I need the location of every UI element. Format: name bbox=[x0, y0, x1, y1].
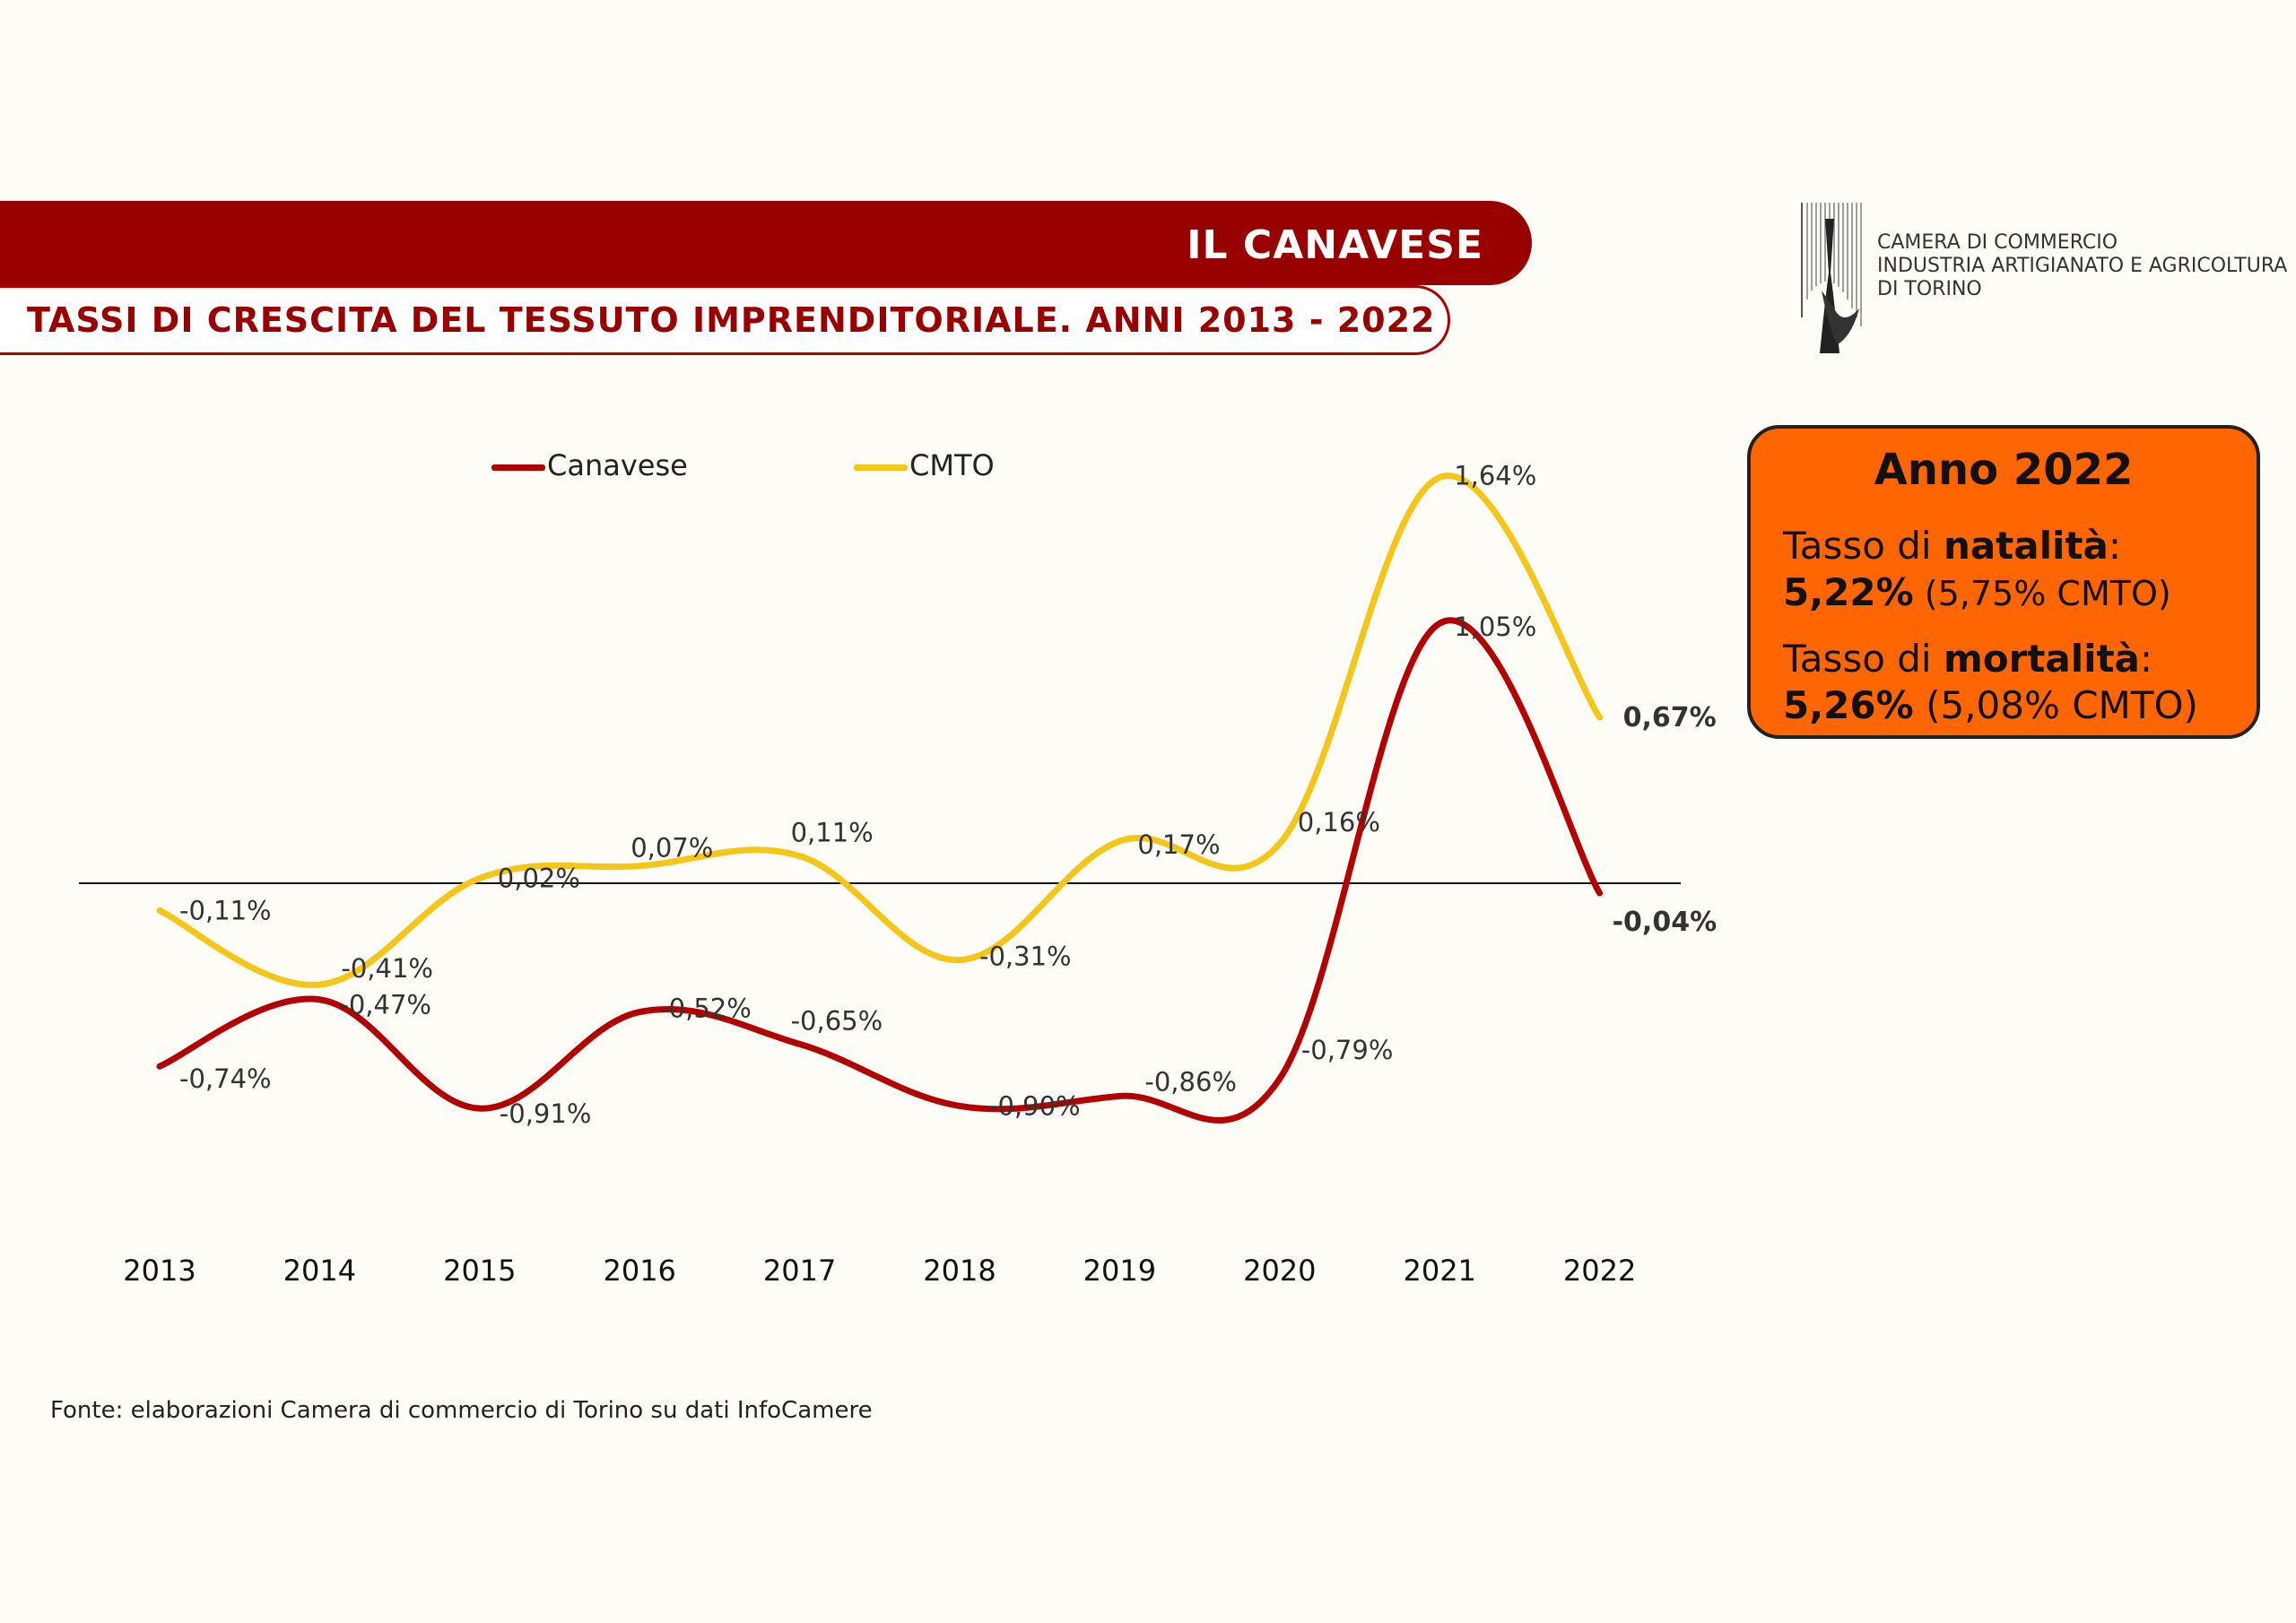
series-line-cmto bbox=[156, 473, 1604, 988]
mortalita-value: 5,26% (5,08% CMTO) bbox=[1783, 683, 2198, 727]
legend-label-cmto: CMTO bbox=[909, 448, 995, 482]
x-tick-label-2015: 2015 bbox=[443, 1254, 516, 1288]
x-tick-label-2016: 2016 bbox=[603, 1254, 675, 1288]
data-label-canavese-2018: -0,90% bbox=[988, 1090, 1081, 1121]
info-box-2022: Anno 2022 Tasso di natalità: 5,22% (5,75… bbox=[1747, 425, 2260, 739]
x-tick-label-2021: 2021 bbox=[1403, 1254, 1475, 1288]
data-label-cmto-2022: 0,67% bbox=[1623, 702, 1717, 733]
x-tick-label-2013: 2013 bbox=[123, 1254, 196, 1288]
data-label-cmto-2015: 0,02% bbox=[498, 863, 580, 893]
data-label-canavese-2015: -0,91% bbox=[500, 1098, 592, 1129]
x-tick-label-2017: 2017 bbox=[763, 1254, 836, 1288]
data-label-canavese-2022: -0,04% bbox=[1613, 907, 1718, 938]
page-subtitle: TASSI DI CRESCITA DEL TESSUTO IMPRENDITO… bbox=[27, 300, 1436, 340]
logo-line-2: INDUSTRIA ARTIGIANATO E AGRICOLTURA bbox=[1877, 255, 2288, 277]
x-tick-label-2018: 2018 bbox=[923, 1254, 996, 1288]
line-chart: -0,74% -0,47% -0,91% -0,52% -0,65% -0,90% -0,8… bbox=[79, 460, 1718, 1288]
data-label-canavese-2021: 1,05% bbox=[1454, 612, 1536, 642]
data-label-canavese-2020: -0,79% bbox=[1301, 1035, 1394, 1065]
data-label-canavese-2016: -0,52% bbox=[659, 994, 752, 1024]
data-label-canavese-2017: -0,65% bbox=[791, 1005, 883, 1036]
x-tick-label-2020: 2020 bbox=[1243, 1254, 1316, 1288]
legend-swatch-canavese bbox=[491, 464, 545, 471]
data-label-canavese-2014: -0,47% bbox=[339, 990, 431, 1020]
subtitle-band: TASSI DI CRESCITA DEL TESSUTO IMPRENDITO… bbox=[0, 285, 1450, 355]
x-tick-label-2014: 2014 bbox=[283, 1254, 356, 1288]
data-label-cmto-2020: 0,16% bbox=[1298, 807, 1380, 838]
data-label-canavese-2019: -0,86% bbox=[1144, 1066, 1237, 1097]
natalita-label: Tasso di natalità: bbox=[1783, 524, 2121, 568]
data-label-cmto-2013: -0,11% bbox=[179, 895, 272, 925]
chamber-logo: CAMERA DI COMMERCIO INDUSTRIA ARTIGIANAT… bbox=[1798, 201, 2296, 353]
natalita-value: 5,22% (5,75% CMTO) bbox=[1783, 570, 2171, 614]
logo-line-1: CAMERA DI COMMERCIO bbox=[1877, 231, 2118, 254]
x-tick-label-2019: 2019 bbox=[1083, 1254, 1156, 1288]
x-tick-label-2022: 2022 bbox=[1563, 1254, 1636, 1288]
mortalita-label: Tasso di mortalità: bbox=[1783, 637, 2153, 681]
logo-line-3: DI TORINO bbox=[1877, 278, 1982, 300]
page-title: IL CANAVESE bbox=[1187, 222, 1483, 268]
data-label-cmto-2019: 0,17% bbox=[1137, 829, 1220, 860]
series-line-canavese bbox=[156, 617, 1604, 1124]
data-label-cmto-2016: 0,07% bbox=[631, 833, 713, 864]
source-note: Fonte: elaborazioni Camera di commercio … bbox=[50, 1397, 873, 1424]
data-label-canavese-2013: -0,74% bbox=[179, 1063, 272, 1094]
legend-label-canavese: Canavese bbox=[547, 448, 688, 482]
data-label-cmto-2018: -0,31% bbox=[979, 942, 1072, 972]
info-box-title: Anno 2022 bbox=[1874, 445, 2134, 495]
title-band: IL CANAVESE bbox=[0, 201, 1532, 285]
data-label-cmto-2014: -0,41% bbox=[341, 953, 433, 984]
legend-swatch-cmto bbox=[854, 464, 908, 471]
data-label-cmto-2017: 0,11% bbox=[791, 818, 874, 848]
data-label-cmto-2021: 1,64% bbox=[1454, 460, 1536, 490]
mole-antonelliana-icon bbox=[1801, 203, 1862, 353]
